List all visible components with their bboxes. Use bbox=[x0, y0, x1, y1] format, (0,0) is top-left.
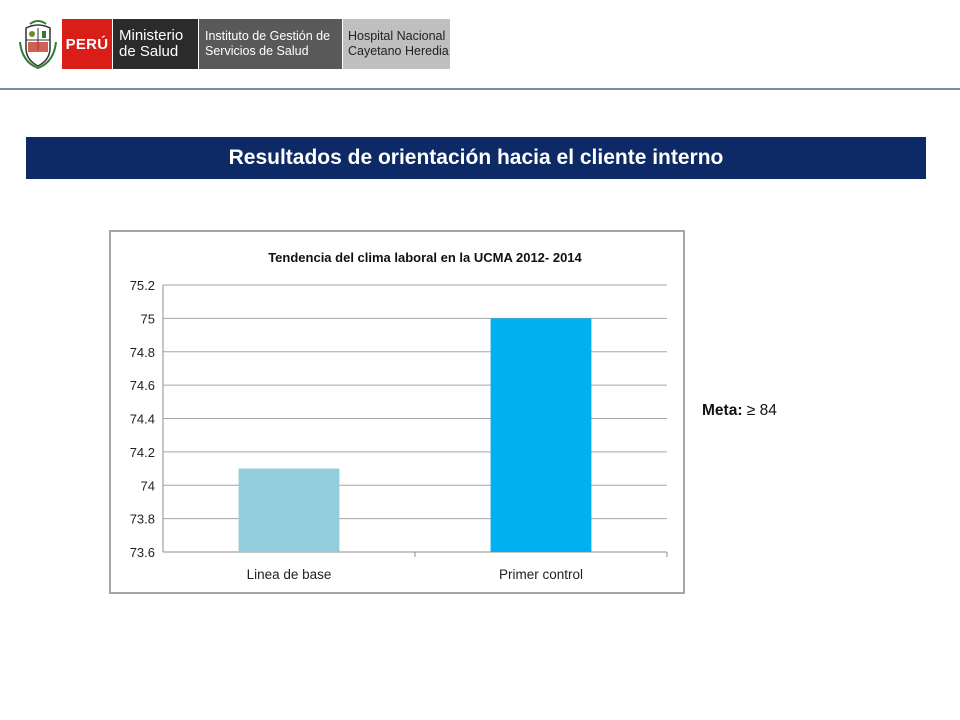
y-tick-label: 73.8 bbox=[130, 512, 155, 527]
goal-label: Meta: bbox=[702, 402, 743, 419]
slide-title: Resultados de orientación hacia el clien… bbox=[228, 146, 724, 169]
x-tick-label: Linea de base bbox=[247, 567, 332, 582]
y-tick-label: 74.4 bbox=[130, 412, 155, 427]
chart-frame: Tendencia del clima laboral en la UCMA 2… bbox=[109, 230, 685, 594]
header-divider bbox=[0, 88, 960, 90]
bar-2 bbox=[490, 318, 592, 552]
header-logo-strip: PERÚ Ministerio de Salud Instituto de Ge… bbox=[18, 18, 450, 70]
coat-of-arms-icon bbox=[19, 20, 57, 70]
hospital-logo: Hospital Nacional Cayetano Heredia bbox=[342, 19, 450, 69]
minsa-logo: Ministerio de Salud bbox=[112, 19, 198, 69]
y-tick-label: 75 bbox=[141, 311, 155, 326]
y-tick-label: 74 bbox=[141, 478, 155, 493]
bar-chart: Tendencia del clima laboral en la UCMA 2… bbox=[130, 250, 668, 582]
slide-title-banner: Resultados de orientación hacia el clien… bbox=[26, 137, 926, 179]
goal-note: Meta: ≥ 84 bbox=[702, 402, 777, 420]
y-tick-label: 73.6 bbox=[130, 545, 155, 560]
igss-logo: Instituto de Gestión de Servicios de Sal… bbox=[198, 19, 342, 69]
bar-1 bbox=[238, 468, 340, 552]
x-tick-label: Primer control bbox=[499, 567, 583, 582]
chart-title: Tendencia del clima laboral en la UCMA 2… bbox=[268, 250, 582, 265]
goal-value: ≥ 84 bbox=[746, 402, 777, 419]
y-tick-label: 74.8 bbox=[130, 345, 155, 360]
y-tick-label: 74.2 bbox=[130, 445, 155, 460]
peru-logo: PERÚ bbox=[62, 19, 112, 69]
y-tick-label: 74.6 bbox=[130, 378, 155, 393]
y-tick-label: 75.2 bbox=[130, 278, 155, 293]
